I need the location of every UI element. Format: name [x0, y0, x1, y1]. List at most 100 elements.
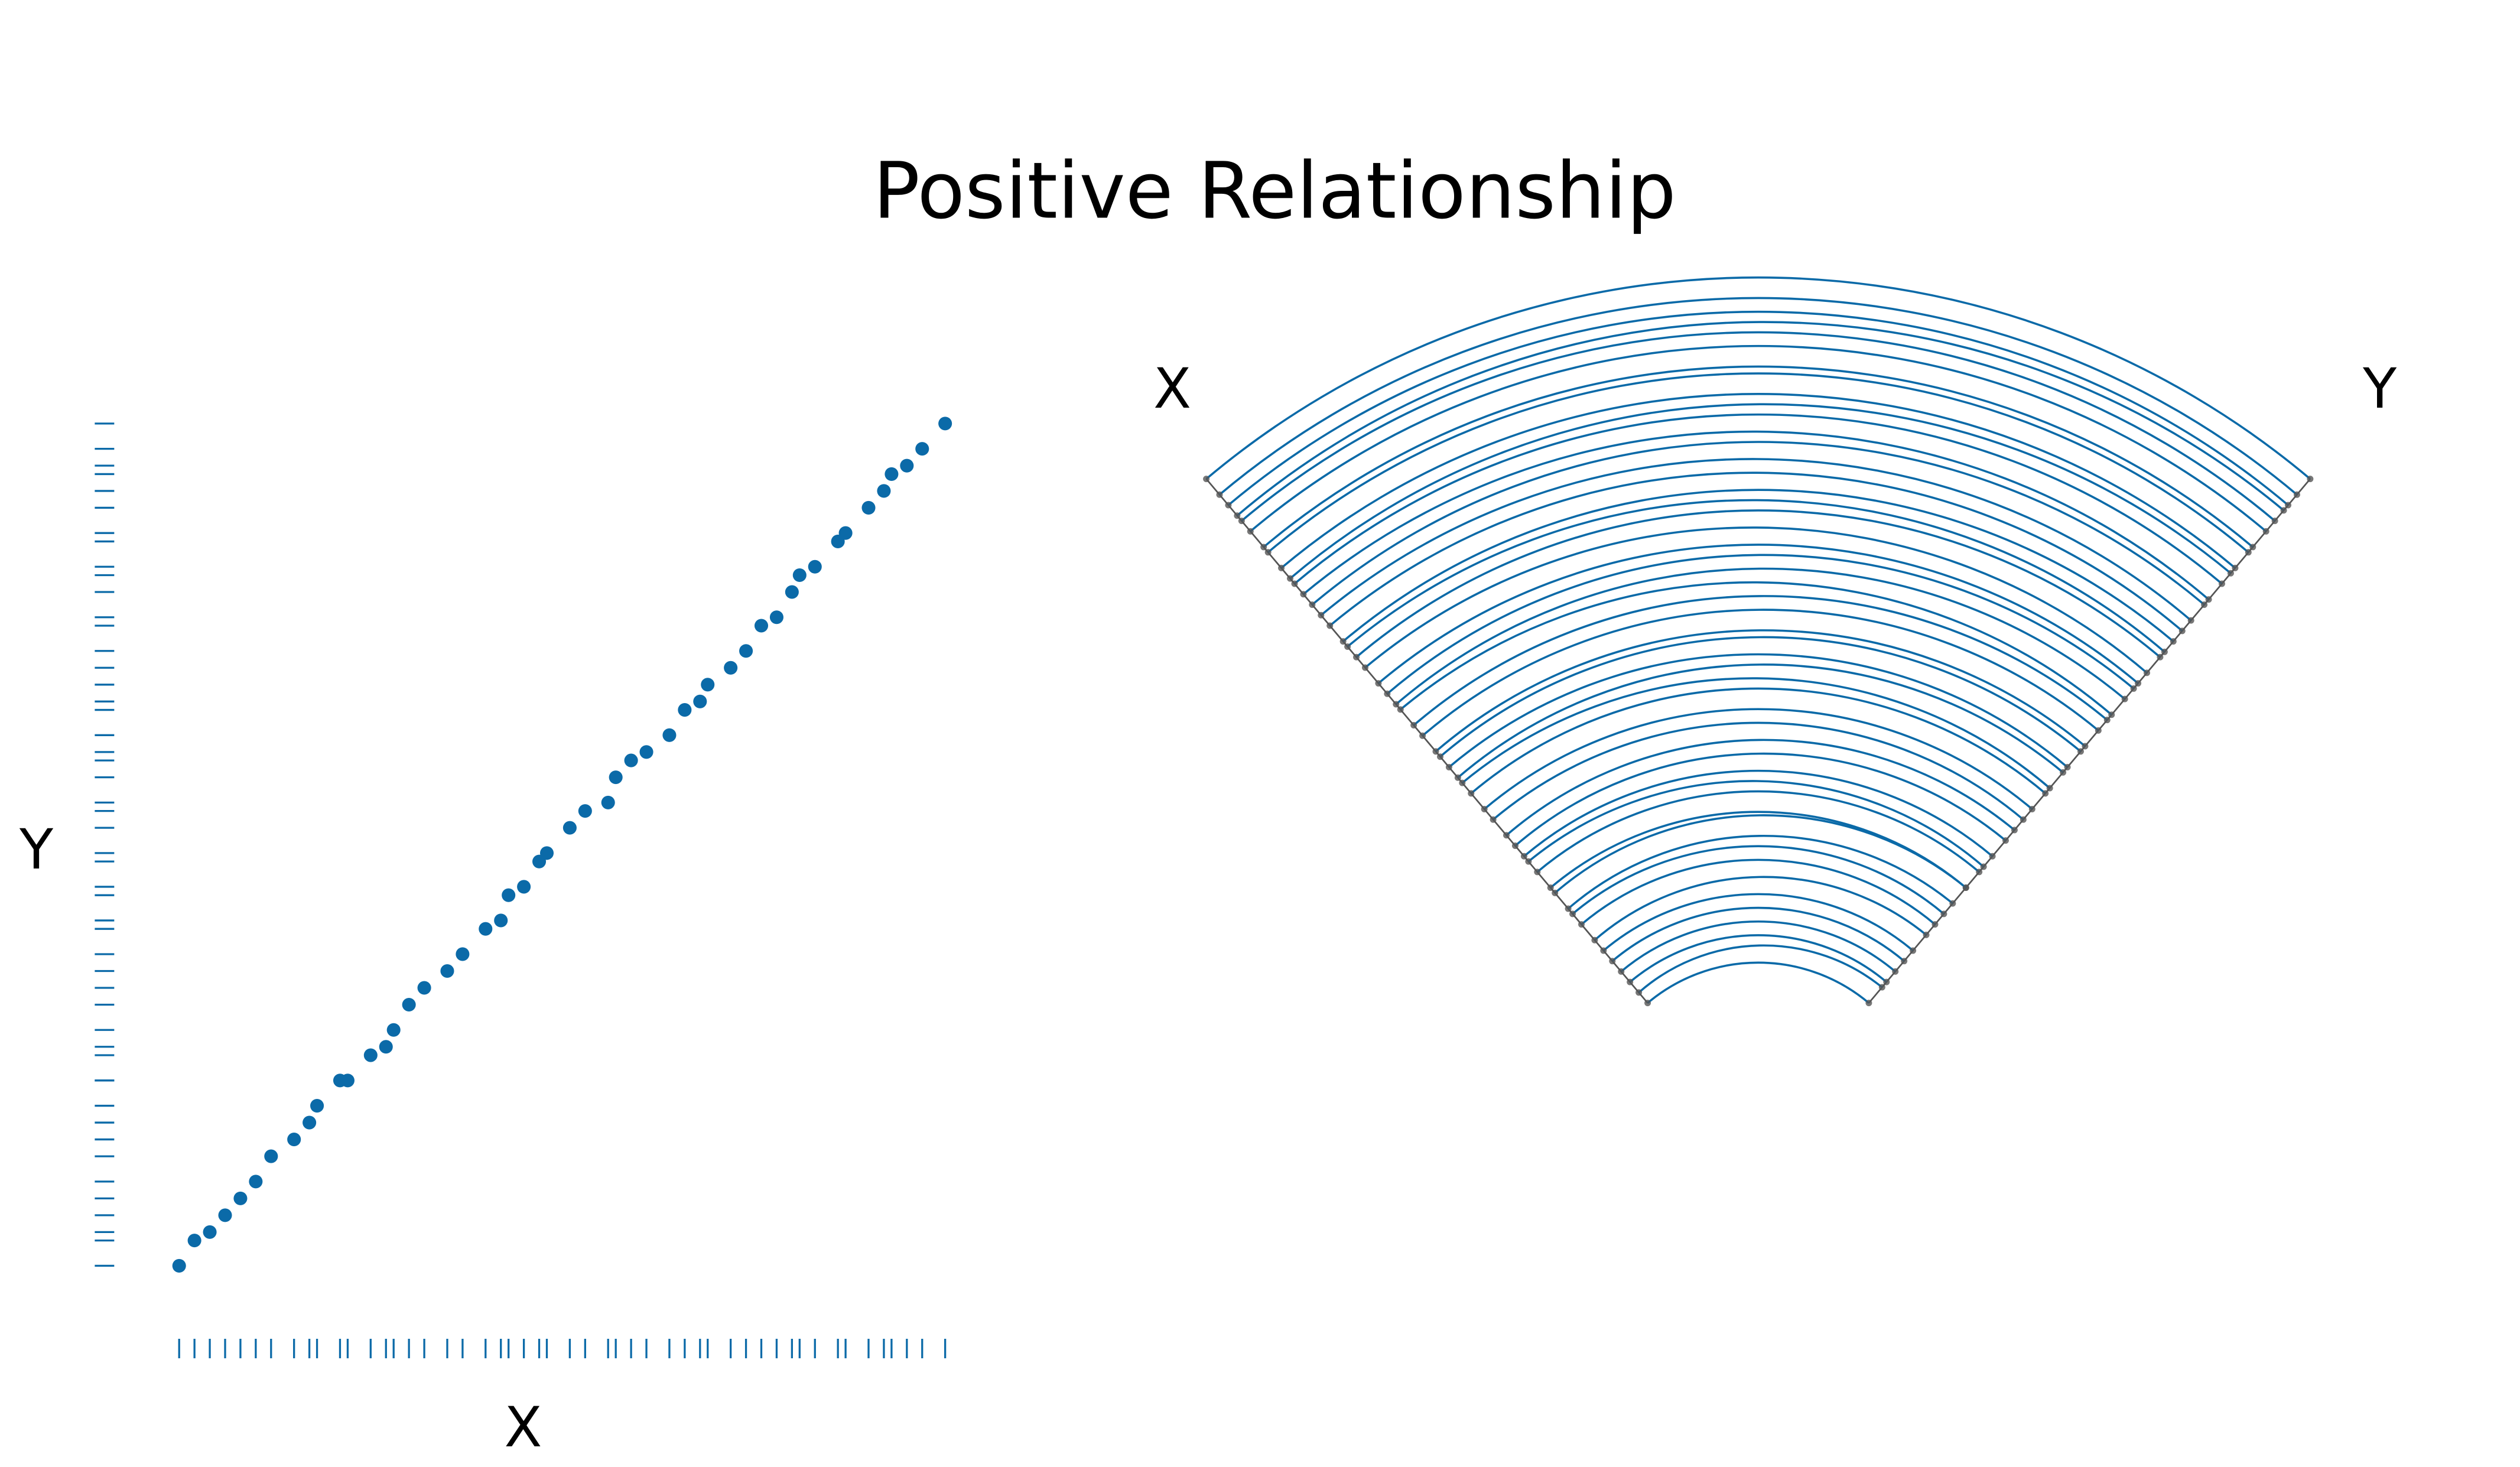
- fan-y-dot: [2121, 695, 2128, 702]
- fan-x-dot: [1609, 958, 1616, 965]
- y-axis-label: Y: [19, 818, 54, 882]
- fan-x-dot: [1454, 774, 1461, 781]
- point: [808, 560, 822, 574]
- fan-x-dot: [1326, 622, 1334, 629]
- fan-x-dot: [1600, 947, 1607, 954]
- fan-x-dot: [1247, 528, 1254, 535]
- fan-x-dot: [1291, 580, 1298, 587]
- fan-arc: [1594, 876, 1927, 941]
- fan-y-dot: [2064, 763, 2071, 770]
- fan-x-dot: [1410, 722, 1417, 729]
- fan-arc: [1280, 393, 2236, 569]
- fan-x-dot: [1552, 889, 1559, 896]
- fan-arc: [1567, 834, 1953, 910]
- fan-y-dot: [2293, 491, 2300, 498]
- point: [861, 500, 876, 515]
- point: [785, 585, 799, 599]
- fan-arc: [1241, 331, 2276, 522]
- fan-y-dot: [2262, 528, 2269, 535]
- fan-arc: [1514, 752, 2007, 847]
- fan-x-dot: [1339, 638, 1347, 645]
- fan-arc: [1550, 811, 1967, 889]
- point: [624, 753, 638, 767]
- fan-arc: [1289, 403, 2232, 580]
- fan-y-dot: [1878, 984, 1885, 991]
- fan-y-dot: [1892, 968, 1899, 975]
- chart-title: Positive Relationship: [873, 146, 1676, 236]
- fan-arc: [1581, 858, 1936, 925]
- fan-arc: [1342, 489, 2174, 642]
- point: [233, 1191, 248, 1205]
- point: [517, 880, 531, 894]
- fan-x-dot: [1260, 544, 1267, 551]
- fan-x-dot: [1353, 653, 1360, 661]
- fan-arc: [1395, 567, 2126, 705]
- fan-arc: [1629, 934, 1887, 983]
- fan-x-dot: [1287, 575, 1293, 582]
- point: [310, 1099, 324, 1113]
- point: [693, 694, 707, 708]
- point: [739, 644, 753, 658]
- fan-y-dot: [2157, 653, 2164, 661]
- point: [792, 568, 807, 583]
- fan-y-dot: [2161, 648, 2168, 655]
- fan-x-dot: [1503, 832, 1510, 839]
- fan-arc: [1320, 458, 2192, 622]
- point: [218, 1208, 232, 1222]
- fan-y-dot: [2002, 837, 2009, 844]
- fan-x-dot: [1534, 869, 1541, 876]
- fan-x-dot: [1481, 805, 1488, 812]
- point: [249, 1175, 263, 1189]
- fan-arc: [1311, 441, 2205, 606]
- fan-x-dot: [1419, 732, 1426, 739]
- fan-x-dot: [1397, 706, 1404, 713]
- fan-y-dot: [2046, 785, 2053, 792]
- fan-x-dot: [1618, 968, 1625, 975]
- fan-y-dot: [2108, 711, 2115, 718]
- fan-y-dot: [2232, 564, 2239, 571]
- fan-y-dot: [2042, 790, 2049, 797]
- fan-y-dot: [2307, 476, 2314, 483]
- fan-arc: [1448, 653, 2069, 768]
- fan-x-dot: [1578, 921, 1585, 928]
- fan-arc: [1355, 509, 2161, 658]
- fan-y-dot: [1962, 884, 1969, 891]
- fan-arc: [1293, 413, 2223, 585]
- fan-y-dot: [2205, 596, 2212, 603]
- point: [456, 947, 470, 961]
- fan-x-dot: [1627, 978, 1634, 985]
- point: [754, 619, 769, 633]
- fan-y-dot: [1923, 931, 1930, 938]
- fan-arc: [1413, 595, 2108, 726]
- fan-y-dot: [1865, 1000, 1872, 1007]
- fan-x-dot: [1318, 611, 1325, 619]
- fan-arc: [1602, 893, 1914, 952]
- fan-x-dot: [1225, 502, 1232, 509]
- point: [440, 964, 454, 978]
- fan-x-dot: [1591, 936, 1598, 944]
- point: [915, 442, 929, 456]
- fan-arc: [1205, 276, 2311, 480]
- fan-x-dot: [1361, 664, 1368, 671]
- fan-arc: [1536, 790, 1980, 873]
- fan-x-label: X: [1153, 357, 1191, 421]
- fan-y-dot: [1901, 958, 1908, 965]
- fan-x-dot: [1459, 779, 1466, 786]
- point: [386, 1023, 401, 1037]
- fan-y-dot: [2280, 507, 2287, 514]
- fan-y-dot: [2020, 816, 2027, 823]
- x-axis-label: X: [505, 1396, 542, 1460]
- fan-arc: [1457, 663, 2064, 779]
- point: [187, 1234, 201, 1248]
- fan-x-dot: [1432, 748, 1439, 755]
- fan-arc: [1439, 636, 2082, 758]
- fan-y-dot: [2130, 685, 2137, 692]
- fan-arc: [1506, 739, 2015, 837]
- point: [724, 661, 738, 675]
- point: [938, 417, 952, 431]
- fan-y-dot: [1932, 921, 1939, 928]
- point: [287, 1133, 301, 1147]
- fan-arc: [1435, 629, 2086, 753]
- fan-arc: [1554, 814, 1967, 894]
- point: [662, 728, 677, 742]
